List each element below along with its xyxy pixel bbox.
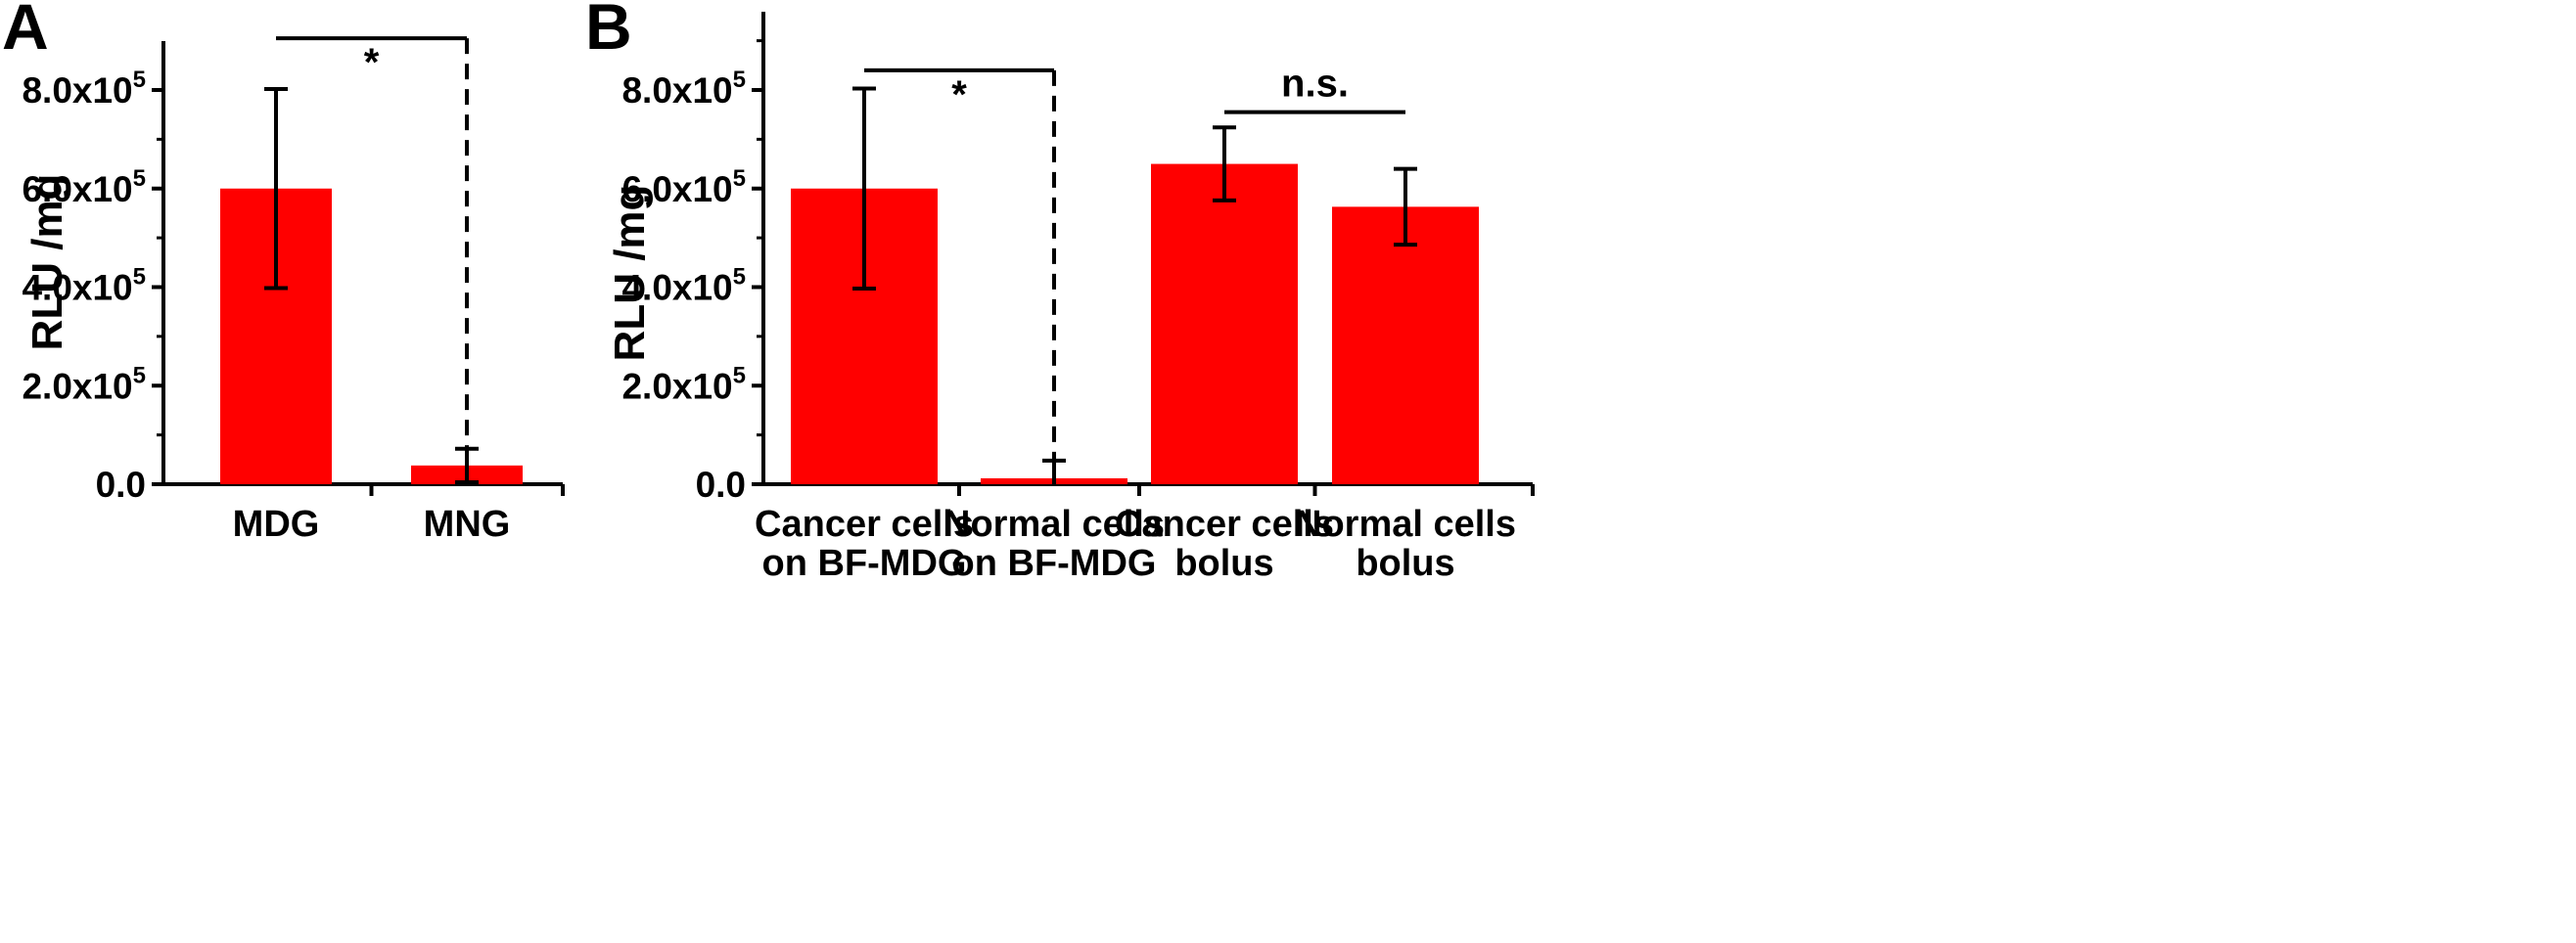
y-tick-mantissa: 0.0 (696, 465, 746, 505)
x-category-label: bolus (1174, 543, 1273, 584)
y-tick-label: 8.0x105 (621, 67, 746, 111)
y-tick-label: 6.0x105 (621, 165, 746, 209)
y-tick-exponent: 5 (133, 165, 146, 192)
x-category-label: MNG (424, 504, 511, 545)
x-category-label: Cancer cells (755, 504, 974, 545)
y-tick-exponent: 5 (733, 264, 746, 291)
x-category-label: Normal cells (1295, 504, 1516, 545)
y-tick-exponent: 5 (733, 165, 746, 192)
y-tick-label: 8.0x105 (22, 67, 146, 111)
bar (1151, 163, 1298, 484)
significance-label: * (364, 41, 380, 84)
y-tick-mantissa: 6.0x10 (621, 169, 732, 209)
x-category-label: Cancer cells (1115, 504, 1334, 545)
y-tick-mantissa: 6.0x10 (22, 169, 132, 209)
y-axis-label: RLU /mg (23, 174, 71, 351)
y-tick-mantissa: 2.0x10 (22, 366, 132, 406)
x-category-label: on BF-MDG (952, 543, 1157, 584)
x-category-label: on BF-MDG (762, 543, 967, 584)
y-tick-label: 6.0x105 (22, 165, 146, 209)
y-tick-mantissa: 0.0 (96, 465, 146, 505)
y-tick-exponent: 5 (133, 264, 146, 291)
y-tick-label: 0.0 (96, 465, 146, 505)
y-tick-mantissa: 4.0x10 (621, 268, 732, 308)
y-tick-mantissa: 2.0x10 (621, 366, 732, 406)
significance-label: n.s. (1281, 63, 1349, 106)
y-tick-exponent: 5 (133, 67, 146, 93)
x-category-label: bolus (1356, 543, 1454, 584)
y-tick-label: 4.0x105 (22, 264, 146, 308)
y-tick-mantissa: 8.0x10 (22, 70, 132, 111)
y-tick-mantissa: 8.0x10 (621, 70, 732, 111)
x-category-label: MDG (233, 504, 320, 545)
panel-letter: B (585, 0, 632, 63)
panel-letter: A (2, 0, 49, 63)
y-tick-mantissa: 4.0x10 (22, 268, 132, 308)
y-tick-label: 2.0x105 (22, 362, 146, 406)
y-tick-label: 0.0 (696, 465, 746, 505)
significance-label: * (951, 73, 967, 116)
x-category-label: Normal cells (943, 504, 1165, 545)
y-tick-exponent: 5 (733, 67, 746, 93)
y-axis-label: RLU /mg (606, 185, 654, 362)
bar (1332, 206, 1479, 485)
y-tick-label: 4.0x105 (621, 264, 746, 308)
y-tick-exponent: 5 (133, 362, 146, 388)
y-tick-exponent: 5 (733, 362, 746, 388)
y-tick-label: 2.0x105 (621, 362, 746, 406)
